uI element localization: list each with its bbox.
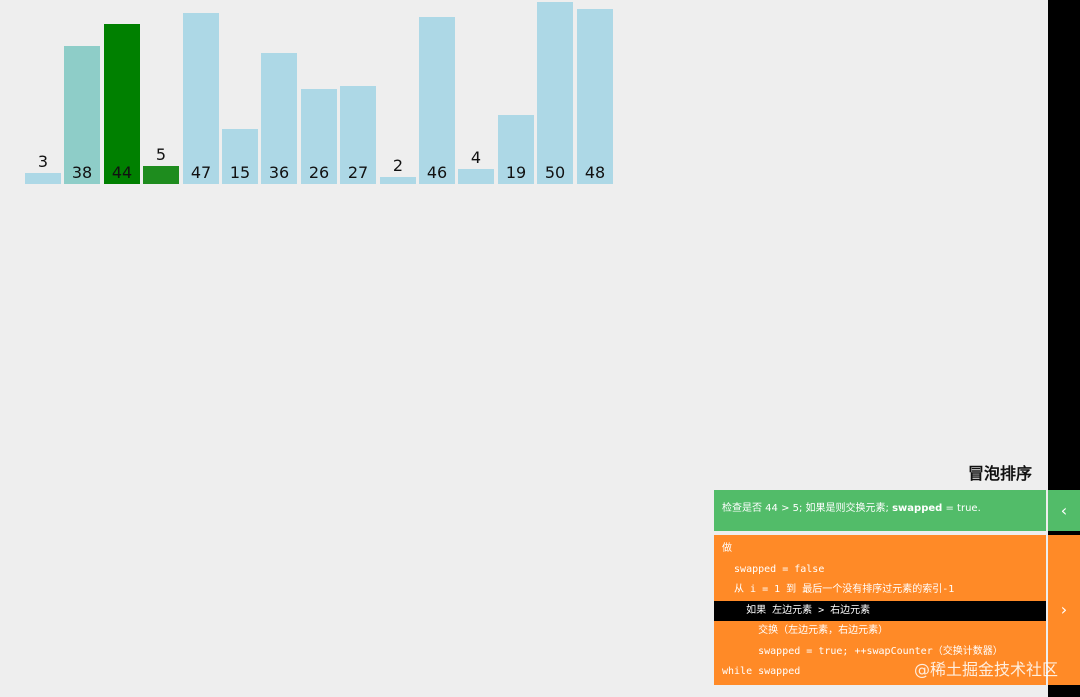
code-line: 从 i = 1 到 最后一个没有排序过元素的索引-1	[722, 584, 955, 595]
bar-10	[419, 17, 455, 184]
bar-value-label: 3	[37, 152, 49, 171]
bar-3	[143, 166, 179, 184]
bar-11	[458, 169, 494, 184]
bar-value-label: 47	[190, 163, 212, 182]
bar-8	[340, 86, 376, 184]
bar-1	[64, 46, 100, 184]
code-line: while swapped	[722, 666, 801, 677]
code-line: swapped = true; ++swapCounter（交换计数器）	[722, 645, 1003, 657]
status-suffix: = true.	[942, 503, 981, 514]
bar-value-label: 15	[229, 163, 251, 182]
bar-value-label: 46	[426, 163, 448, 182]
status-panel: 检查是否 44 > 5; 如果是则交换元素; swapped = true.	[714, 490, 1046, 531]
watermark: @稀土掘金技术社区	[913, 660, 1058, 679]
bar-value-label: 48	[584, 163, 606, 182]
code-expand-button[interactable]: ›	[1048, 535, 1080, 685]
bar-value-label: 44	[111, 163, 133, 182]
bar-value-label: 36	[268, 163, 290, 182]
bar-value-label: 38	[71, 163, 93, 182]
status-text: 检查是否 44 > 5; 如果是则交换元素;	[722, 503, 889, 514]
bar-4	[183, 13, 219, 184]
code-line: 做	[722, 543, 732, 554]
bar-value-label: 19	[505, 163, 527, 182]
bar-7	[301, 89, 337, 184]
bar-value-label: 26	[308, 163, 330, 182]
bar-12	[498, 115, 534, 184]
chevron-right-icon: ›	[1060, 600, 1068, 619]
bar-chart: 3 38 44 5 47 15 36 26 27 2 46 4 19 50 48	[0, 0, 700, 200]
bar-value-label: 4	[470, 148, 482, 167]
bar-value-label: 27	[347, 163, 369, 182]
bar-13	[537, 2, 573, 184]
code-line: swapped = false	[722, 563, 825, 575]
bar-5	[222, 129, 258, 184]
status-bold-text: swapped	[892, 503, 943, 514]
bar-14	[577, 9, 613, 184]
bar-value-label: 5	[155, 145, 167, 164]
bar-value-label: 2	[392, 156, 404, 175]
status-collapse-button[interactable]: ‹	[1048, 490, 1080, 531]
bar-9	[380, 177, 416, 184]
algorithm-title: 冒泡排序	[967, 464, 1032, 483]
bar-2	[104, 24, 140, 184]
bar-value-label: 50	[544, 163, 566, 182]
code-line: 如果 左边元素 > 右边元素	[714, 600, 1046, 621]
code-line: 交换（左边元素，右边元素）	[722, 625, 889, 636]
bar-6	[261, 53, 297, 184]
chevron-left-icon: ‹	[1060, 501, 1068, 520]
code-panel: 做 swapped = false 从 i = 1 到 最后一个没有排序过元素的…	[714, 535, 1046, 685]
bar-0	[25, 173, 61, 184]
